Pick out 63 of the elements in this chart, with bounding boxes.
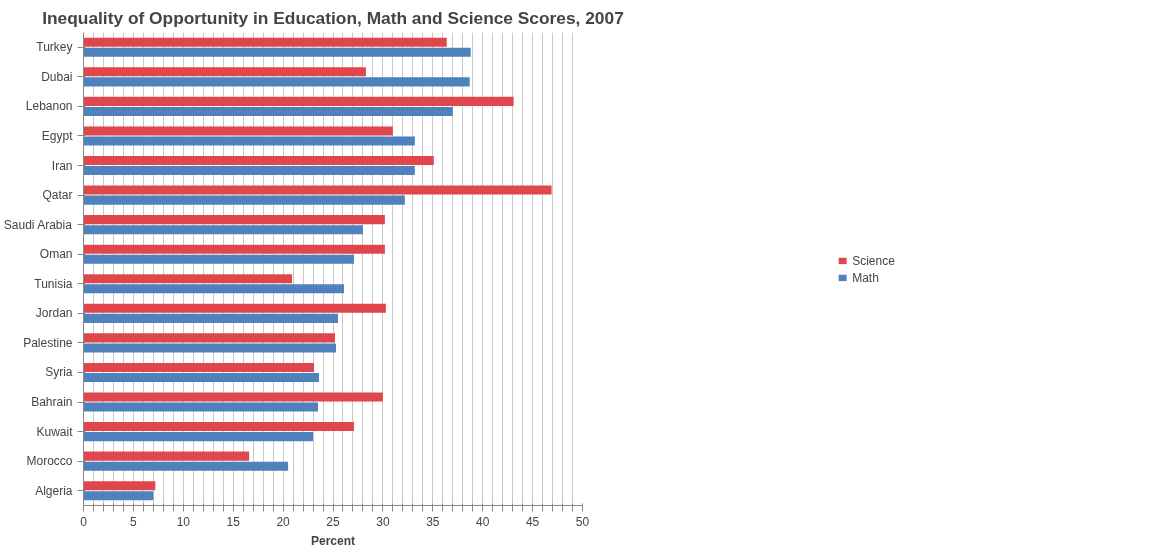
x-tick-label: 30	[376, 514, 390, 529]
bar	[83, 432, 314, 442]
bar	[83, 185, 552, 195]
bar	[83, 313, 338, 323]
bar	[83, 136, 415, 146]
bar	[83, 225, 363, 235]
x-tick-label: 15	[226, 514, 241, 529]
x-tick-label: 5	[130, 514, 138, 529]
bar	[83, 284, 344, 294]
x-tick-label: 50	[575, 514, 590, 529]
bar	[83, 106, 453, 116]
bar	[83, 166, 415, 176]
chart-title: Inequality of Opportunity in Education, Math and Science Scores, 2007	[42, 7, 624, 28]
y-tick-label: Syria	[45, 365, 73, 380]
bar	[83, 274, 293, 284]
y-tick-label: Palestine	[23, 335, 73, 350]
bar	[83, 461, 289, 471]
bar	[83, 96, 514, 106]
bar	[83, 37, 447, 47]
bar	[83, 372, 320, 383]
x-tick-label: 10	[176, 514, 191, 529]
bar	[83, 422, 354, 432]
bar	[83, 392, 383, 402]
y-tick-label: Saudi Arabia	[3, 217, 73, 232]
x-axis-title: Percent	[310, 533, 356, 548]
y-tick-label: Kuwait	[36, 424, 74, 439]
y-tick-label: Dubai	[41, 69, 73, 84]
bar	[83, 333, 335, 343]
y-tick-label: Morocco	[26, 454, 73, 469]
y-tick-label: Iran	[51, 158, 73, 173]
y-tick-label: Jordan	[35, 306, 73, 321]
y-tick-label: Bahrain	[31, 395, 73, 410]
bar	[83, 244, 385, 254]
x-tick-label: 45	[525, 514, 540, 529]
bar	[83, 402, 319, 412]
x-tick-label: 0	[80, 514, 88, 529]
bar	[83, 303, 386, 313]
bar	[83, 254, 354, 264]
bar	[83, 126, 393, 136]
y-tick-label: Tunisia	[34, 276, 73, 291]
bar	[83, 362, 315, 372]
x-tick-label: 25	[326, 514, 340, 529]
x-tick-label: 20	[276, 514, 291, 529]
bar	[83, 343, 336, 353]
bar	[83, 67, 366, 77]
bar	[83, 481, 156, 491]
bar	[83, 215, 385, 225]
y-tick-label: Algeria	[35, 483, 73, 498]
bar	[83, 77, 470, 87]
legend-label: Math	[852, 270, 879, 284]
x-tick-label: 35	[426, 514, 440, 529]
y-tick-label: Oman	[39, 247, 73, 262]
y-tick-label: Lebanon	[25, 99, 73, 114]
y-tick-label: Turkey	[36, 40, 73, 55]
bar	[83, 491, 154, 501]
legend-label: Science	[852, 253, 895, 267]
bar	[83, 155, 434, 166]
y-tick-label: Egypt	[41, 128, 74, 143]
bar	[83, 451, 250, 461]
x-tick-label: 40	[476, 514, 490, 529]
bar	[83, 47, 471, 57]
y-tick-label: Qatar	[42, 188, 73, 203]
bar	[83, 195, 405, 205]
